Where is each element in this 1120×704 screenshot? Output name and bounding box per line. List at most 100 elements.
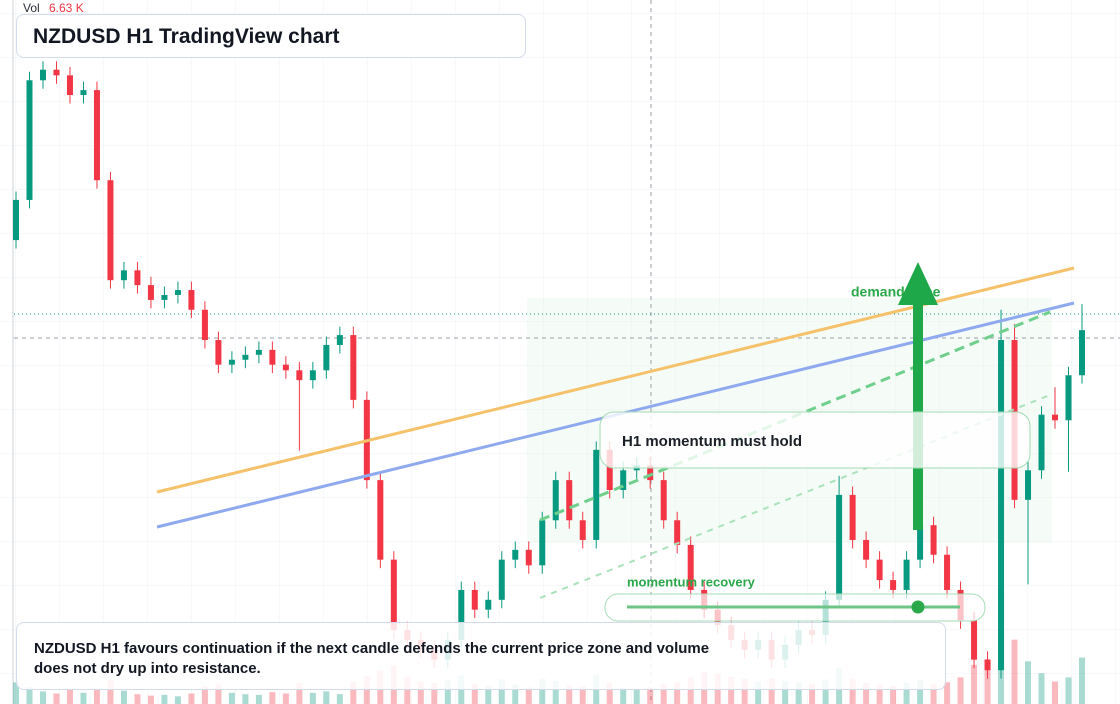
momentum-box [599, 411, 1031, 469]
volume-bar [93, 688, 100, 704]
candle-body [1038, 414, 1045, 471]
candle-body [620, 470, 627, 490]
volume-bar [350, 681, 357, 704]
candle-body [309, 370, 316, 381]
volume-bar [633, 689, 640, 704]
candle-body [485, 599, 492, 610]
volume-bar [782, 680, 789, 704]
candle-body [66, 75, 73, 96]
candle-body [147, 285, 154, 300]
arrow-head [898, 262, 938, 305]
volume-bar [336, 694, 343, 704]
slider-label: momentum recovery [627, 574, 756, 589]
volume-bar [728, 676, 735, 704]
candle-body [566, 480, 573, 521]
volume-bar [485, 685, 492, 704]
candle-body [350, 335, 357, 400]
candle-body [498, 559, 505, 600]
candle-body [512, 549, 519, 560]
candle-body [107, 180, 114, 281]
volume-bar [1079, 657, 1085, 704]
slider-knob [911, 600, 925, 614]
volume-bar [242, 694, 249, 704]
volume-value: 6.63 K [49, 1, 84, 15]
volume-bar [971, 664, 978, 704]
candle-body [215, 340, 222, 365]
volume-bar [53, 693, 60, 704]
candle-body [242, 354, 249, 360]
candle-body [606, 449, 613, 490]
volume-bar [296, 683, 303, 704]
momentum-text: H1 momentum must hold [622, 433, 802, 450]
volume-bar [134, 694, 141, 704]
candle-body [390, 559, 397, 631]
candle-body [13, 199, 19, 241]
candle-body [903, 559, 910, 590]
chart-title: NZDUSD H1 TradingView chart [33, 25, 340, 48]
volume-bar [228, 692, 235, 704]
volume-bar [215, 684, 222, 704]
note-box: NZDUSD H1 favours continuation if the ne… [16, 622, 946, 690]
note-text: NZDUSD H1 favours continuation if the ne… [34, 640, 710, 677]
candle-body [1052, 414, 1059, 421]
volume-bar [417, 681, 424, 704]
candle-body [687, 544, 694, 590]
candle-body [876, 559, 883, 581]
candle-body [579, 520, 586, 540]
volume-name: Vol [23, 1, 40, 15]
volume-bar [890, 685, 897, 704]
volume-bar [809, 683, 816, 704]
volume-bar [768, 678, 775, 704]
volume-bar [647, 687, 654, 704]
volume-bar [1052, 681, 1059, 704]
volume-bar [269, 692, 276, 704]
candle-body [1065, 375, 1072, 421]
volume-bar [579, 686, 586, 704]
candle-body [93, 90, 100, 181]
candle-body [377, 480, 384, 560]
volume-bar [444, 680, 451, 704]
volume-bar [13, 682, 19, 704]
volume-bar [431, 683, 438, 704]
volume-bar [903, 683, 910, 704]
volume-bar [1065, 677, 1072, 704]
volume-bar [107, 680, 114, 704]
candle-body [336, 335, 343, 345]
volume-bar [498, 679, 505, 704]
candle-body [917, 525, 924, 560]
candle-body [39, 69, 46, 81]
volume-bar [1025, 661, 1032, 704]
volume-bar [512, 684, 519, 704]
volume-bar [188, 693, 195, 704]
volume-bar [957, 677, 964, 704]
volume-bar [120, 690, 127, 704]
candle-body [471, 589, 478, 610]
volume-bar [863, 683, 870, 704]
volume-bar [525, 687, 532, 704]
volume-bar [930, 683, 937, 704]
candle-body [525, 549, 532, 566]
candle-body [296, 370, 303, 381]
volume-bar [174, 696, 181, 704]
volume-bar [687, 677, 694, 704]
candle-body [80, 90, 87, 96]
candle-body [539, 520, 546, 566]
candle-body [944, 554, 951, 590]
candle-body [998, 340, 1005, 671]
candle-body [863, 539, 870, 560]
volume-bar [404, 676, 411, 704]
candle-body [971, 620, 978, 660]
candle-body [53, 69, 60, 76]
candle-body [593, 449, 600, 540]
volume-bar [755, 681, 762, 704]
volume-bar [822, 679, 829, 704]
candle-body [647, 465, 654, 481]
candle-body [255, 349, 262, 355]
volume-bar [161, 694, 168, 704]
volume-bar [66, 690, 73, 704]
volume-bar [323, 691, 330, 704]
left-edge [12, 0, 14, 704]
